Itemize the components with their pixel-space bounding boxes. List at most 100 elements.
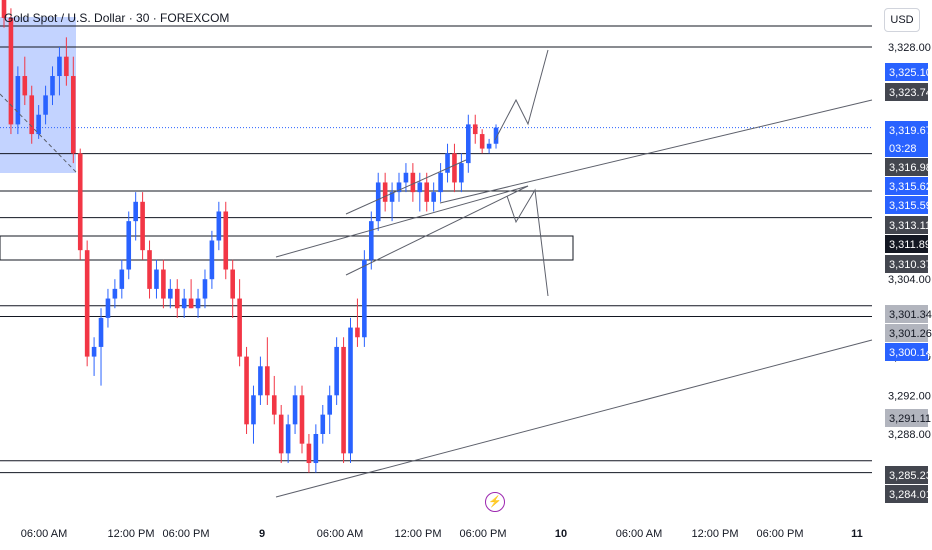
candle bbox=[452, 143, 457, 193]
candle-body bbox=[244, 356, 249, 425]
price-label-text: 3,300.14 bbox=[889, 347, 932, 359]
x-tick-label: 06:00 PM bbox=[756, 528, 803, 540]
candle bbox=[306, 434, 312, 473]
candle bbox=[292, 385, 298, 434]
price-label-box bbox=[885, 196, 928, 214]
price-label-box bbox=[885, 324, 928, 342]
candle bbox=[424, 172, 430, 212]
candle-body bbox=[98, 317, 104, 347]
candle-body bbox=[174, 288, 180, 309]
candle bbox=[119, 259, 125, 299]
candle-body bbox=[334, 346, 339, 396]
candle bbox=[445, 143, 450, 183]
candle bbox=[36, 105, 41, 139]
candle-body bbox=[341, 346, 346, 454]
candle bbox=[140, 192, 145, 260]
lightning-icon[interactable]: ⚡ bbox=[485, 492, 505, 512]
price-label-box bbox=[885, 63, 928, 81]
candle-body bbox=[271, 395, 277, 415]
candle bbox=[154, 259, 159, 299]
price-label: 3,301.34 bbox=[885, 305, 932, 323]
candle bbox=[459, 153, 464, 193]
candle-body bbox=[278, 414, 284, 454]
candle-body bbox=[265, 366, 270, 396]
symbol-title[interactable]: Gold Spot / U.S. Dollar · 30 · FOREXCOM bbox=[4, 11, 230, 25]
candle bbox=[147, 240, 152, 299]
candle bbox=[216, 201, 222, 251]
candle bbox=[368, 211, 374, 270]
candle-body bbox=[161, 269, 166, 299]
candle-body bbox=[133, 201, 138, 222]
candle-body bbox=[112, 288, 118, 299]
candle bbox=[209, 230, 215, 289]
candle-body bbox=[452, 153, 457, 183]
candle-body bbox=[64, 56, 69, 77]
candle-body bbox=[382, 182, 388, 202]
candle-body bbox=[389, 192, 395, 202]
price-label-text: 3,319.67 bbox=[889, 125, 932, 137]
candle-body bbox=[348, 327, 353, 454]
candle bbox=[202, 269, 208, 309]
x-tick-label: 06:00 AM bbox=[317, 528, 363, 540]
candle-body bbox=[119, 269, 125, 289]
y-tick-label: 3,288.00 bbox=[888, 429, 931, 441]
channel-upper-line bbox=[345, 159, 467, 215]
candle bbox=[174, 279, 180, 318]
candle-body bbox=[209, 240, 215, 280]
price-label-box bbox=[885, 121, 928, 139]
candle-body bbox=[313, 434, 319, 464]
candle bbox=[479, 129, 485, 154]
candle bbox=[417, 172, 423, 212]
candle bbox=[334, 337, 339, 405]
candle-body bbox=[36, 114, 41, 135]
price-label-text: 3,311.89 bbox=[889, 239, 931, 251]
price-label-box bbox=[885, 83, 928, 101]
price-label-text: 3,316.98 bbox=[889, 162, 932, 174]
candle-body bbox=[168, 288, 173, 299]
price-label-text: 3,323.74 bbox=[889, 87, 932, 99]
candle-body bbox=[181, 298, 187, 309]
candle bbox=[22, 56, 28, 106]
candle-body bbox=[8, 17, 14, 125]
candle-body bbox=[445, 153, 450, 173]
price-label-text: 3,315.59 bbox=[889, 200, 932, 212]
price-label-text: 03:28 bbox=[889, 143, 917, 155]
candle bbox=[327, 385, 333, 434]
price-label: 3,310.37 bbox=[885, 255, 932, 273]
candle-body bbox=[50, 76, 55, 96]
candle-body bbox=[71, 76, 76, 154]
y-tick-label: 3,304.00 bbox=[888, 274, 931, 286]
candle-body bbox=[154, 269, 159, 289]
candle bbox=[486, 138, 492, 154]
candle-body bbox=[493, 127, 499, 144]
candle-body bbox=[29, 95, 35, 135]
zone-rectangle bbox=[0, 235, 574, 261]
candle-body bbox=[355, 327, 360, 338]
price-label-box bbox=[885, 466, 928, 484]
price-label: 3,291.11 bbox=[885, 409, 931, 427]
price-label: 3,284.01 bbox=[885, 485, 932, 503]
candle bbox=[133, 192, 138, 241]
x-tick-label: 06:00 PM bbox=[162, 528, 209, 540]
candle bbox=[355, 298, 360, 347]
candle-body bbox=[188, 298, 194, 309]
candle-body bbox=[486, 143, 492, 149]
support-trend-line bbox=[275, 339, 873, 498]
candle-body bbox=[285, 424, 291, 454]
x-tick-label: 9 bbox=[259, 528, 265, 540]
candle bbox=[258, 356, 263, 405]
candle bbox=[98, 308, 104, 386]
candle-body bbox=[1, 0, 7, 18]
price-label: 03:28 bbox=[885, 139, 928, 157]
candle bbox=[251, 385, 256, 444]
price-label: 3,301.26 bbox=[885, 324, 932, 342]
candle-body bbox=[299, 395, 305, 444]
candle bbox=[410, 163, 416, 202]
channel-lower-line-2 bbox=[345, 185, 529, 276]
candle-body bbox=[362, 259, 367, 338]
candle bbox=[71, 56, 76, 164]
candle bbox=[126, 211, 132, 280]
currency-button[interactable]: USD bbox=[884, 8, 920, 32]
price-label-text: 3,313.11 bbox=[889, 220, 931, 232]
